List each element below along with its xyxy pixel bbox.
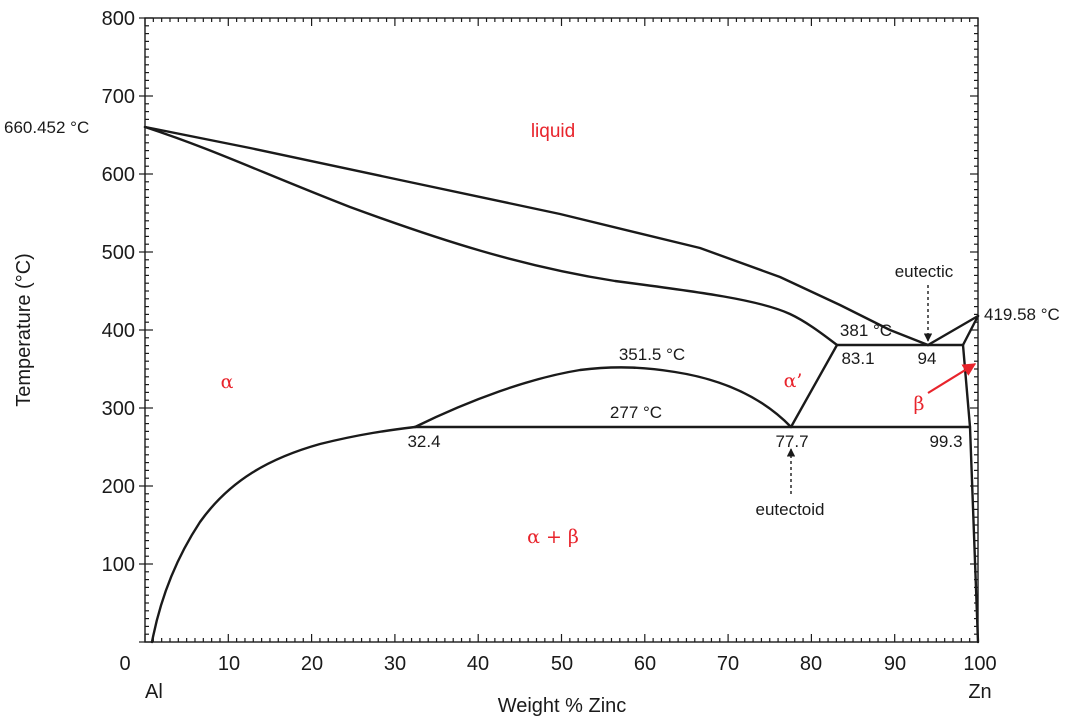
y-tick-label: 600 [102,164,135,186]
x-axis-title: Weight % Zinc [498,695,627,717]
eutectic-composition: 94 [918,349,937,368]
y-tick-label: 500 [102,242,135,264]
phase-label-alpha: α [221,371,234,393]
x-tick-label: 60 [634,653,656,675]
eutectoid-composition: 77.7 [775,432,808,451]
eutectoid-left-composition: 32.4 [407,432,440,451]
y-tick-label: 700 [102,86,135,108]
phase-boundaries [145,127,978,642]
y-tick-label: 200 [102,476,135,498]
y-tick-label: 400 [102,320,135,342]
liquidus-curve [145,127,928,345]
miscibility-gap-curve [415,367,791,427]
y-tick-label: 300 [102,398,135,420]
eutectic-left-composition: 83.1 [841,349,874,368]
phase-label-alpha-prime: α’ [784,370,803,392]
phase-label-beta: β [914,393,925,415]
x-tick-label: 20 [301,653,323,675]
solidus-curve [145,127,837,345]
eutectic-label: eutectic [895,262,954,281]
monotectoid-peak-label: 351.5 °C [619,345,685,364]
alpha-solvus-curve [152,427,415,642]
x-end-label-al: Al [145,681,163,703]
al-melting-point-label: 660.452 °C [4,118,89,137]
beta-pointer-arrow [928,364,975,393]
x-tick-label: 40 [467,653,489,675]
y-tick-label: 800 [102,8,135,30]
x-tick-label: 0 [119,653,130,675]
x-tick-label: 90 [884,653,906,675]
y-tick-labels: 100 200 300 400 500 600 700 800 [102,8,135,576]
x-tick-label: 50 [551,653,573,675]
eutectic-temp-label: 381 °C [840,321,892,340]
x-tick-label: 30 [384,653,406,675]
y-axis-title: Temperature (°C) [13,253,35,407]
eutectoid-temp-label: 277 °C [610,403,662,422]
phase-label-alpha-beta: α + β [527,526,579,548]
x-tick-label: 10 [218,653,240,675]
phase-label-liquid: liquid [531,121,575,142]
eutectoid-right-composition: 99.3 [929,432,962,451]
eutectoid-label: eutectoid [756,500,825,519]
x-end-label-zn: Zn [968,681,991,703]
zn-melting-point-label: 419.58 °C [984,305,1060,324]
x-tick-label: 70 [717,653,739,675]
x-tick-label: 80 [800,653,822,675]
y-tick-label: 100 [102,554,135,576]
phase-labels: liquid α α’ β α + β [221,121,925,548]
annotations: 660.452 °C 419.58 °C eutectic 381 °C 83.… [4,118,1060,519]
x-tick-label: 100 [963,653,996,675]
